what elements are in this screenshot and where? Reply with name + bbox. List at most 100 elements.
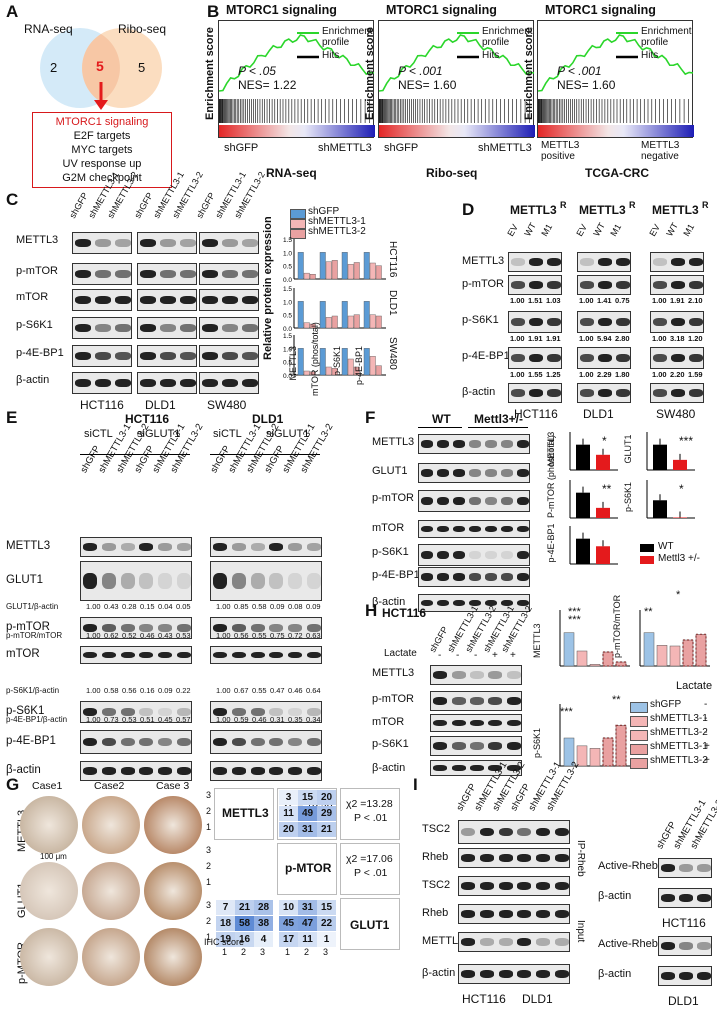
row-label: p-S6K1: [6, 705, 45, 717]
legend-swatch: [290, 209, 306, 219]
gsea-caption: TCGA-CRC: [585, 166, 649, 180]
cell-line-label: HCT116: [80, 398, 124, 412]
blot-band: [306, 624, 321, 632]
lane-label: EV: [574, 222, 590, 238]
heatmap-cell: 3: [279, 790, 298, 805]
bar-hatch: [615, 724, 627, 767]
ihc-core-image: [20, 796, 78, 854]
blot-band: [75, 324, 91, 332]
blot-band: [176, 737, 191, 747]
blot-strip: [72, 289, 132, 311]
bar: [596, 454, 610, 470]
blot-band: [511, 389, 525, 397]
blot-band: [120, 573, 135, 589]
blot-strip: [458, 932, 570, 952]
tick-label: 1.5: [283, 286, 292, 293]
blot-band: [488, 742, 503, 750]
blot-band: [517, 938, 532, 946]
heatmap-cell: 19: [216, 932, 235, 947]
blot-band: [433, 742, 448, 750]
blot-band: [202, 379, 218, 387]
quant-value: 0.52: [122, 631, 137, 640]
blot-band: [75, 296, 91, 304]
blot-band: [436, 469, 450, 477]
f-bar-chart: [569, 526, 618, 565]
blot-band: [202, 352, 218, 360]
heatmap-cell: 10: [279, 900, 298, 915]
blot-band: [679, 942, 693, 950]
blot-band: [139, 767, 154, 775]
blot-band: [95, 270, 111, 278]
bar: [325, 366, 332, 376]
quant-value: 0.09: [158, 686, 173, 695]
bar: [363, 301, 370, 329]
quant-value: 0.51: [140, 715, 155, 724]
blot-band: [488, 697, 503, 705]
blot-strip: [210, 561, 322, 601]
quant-value: 0.45: [158, 715, 173, 724]
blot-band: [83, 624, 98, 632]
blot-band: [231, 543, 247, 551]
ihc-core-image: [20, 928, 78, 986]
blot-band: [180, 296, 196, 304]
tick-label: 0.5: [283, 360, 292, 367]
significance-star: **: [602, 482, 612, 496]
bar: [682, 639, 694, 667]
blot-band: [616, 318, 630, 326]
significance-star: **: [612, 694, 621, 706]
blot-band: [101, 737, 117, 747]
bar: [375, 265, 382, 280]
enrichment-curve: [378, 34, 535, 92]
panel-label-i: I: [413, 775, 418, 794]
blot-band: [157, 543, 173, 551]
tick-label: 1.0: [283, 299, 292, 306]
legend-profile: Enrichment profile: [482, 26, 533, 48]
quant-value: 0.16: [140, 686, 155, 695]
blot-band: [242, 239, 258, 247]
bar: [576, 650, 588, 667]
blot-band: [500, 469, 514, 477]
blot-strip: [137, 317, 197, 339]
blot-band: [120, 624, 135, 632]
blot-band: [83, 767, 98, 775]
blot-strip: [199, 345, 259, 367]
venn-overlap-count: 5: [96, 58, 104, 74]
significance-star: ***: [679, 434, 694, 448]
bar: [341, 301, 348, 329]
panel-label-g: G: [6, 775, 20, 794]
blot-band: [287, 737, 303, 747]
axis-tick: 2: [304, 947, 310, 957]
blot-strip: [650, 311, 704, 333]
axis-tick: 1: [285, 947, 291, 957]
blot-band: [671, 389, 685, 397]
ihc-core-image: [144, 928, 202, 986]
axis-tick: 3: [206, 845, 212, 855]
blot-band: [420, 469, 434, 477]
blot-band: [436, 599, 450, 607]
blot-band: [479, 970, 495, 978]
blot-strip: [458, 820, 570, 844]
tick-label: 0.5: [283, 264, 292, 271]
blot-band: [306, 708, 321, 716]
blot-band: [598, 389, 612, 397]
bar: [576, 538, 590, 564]
blot-band: [231, 767, 247, 775]
matrix-box: [340, 788, 400, 840]
blot-band: [157, 651, 173, 659]
blot-band: [436, 497, 450, 505]
blot-band: [554, 970, 569, 978]
blot-strip: [650, 347, 704, 369]
venn-right-count: 5: [138, 60, 146, 75]
blot-band: [516, 573, 530, 581]
divider: [210, 454, 320, 455]
lane-label: WT: [522, 220, 538, 238]
diag-label: GLUT1: [350, 918, 390, 932]
blot-strip: [210, 730, 322, 754]
blot-strip: [80, 701, 192, 723]
blot-band: [75, 270, 91, 278]
blot-band: [180, 239, 196, 247]
blot-band: [176, 651, 191, 659]
lane-label: M1: [608, 222, 624, 238]
blot-band: [180, 270, 196, 278]
tick-label: 0.0: [283, 277, 292, 283]
